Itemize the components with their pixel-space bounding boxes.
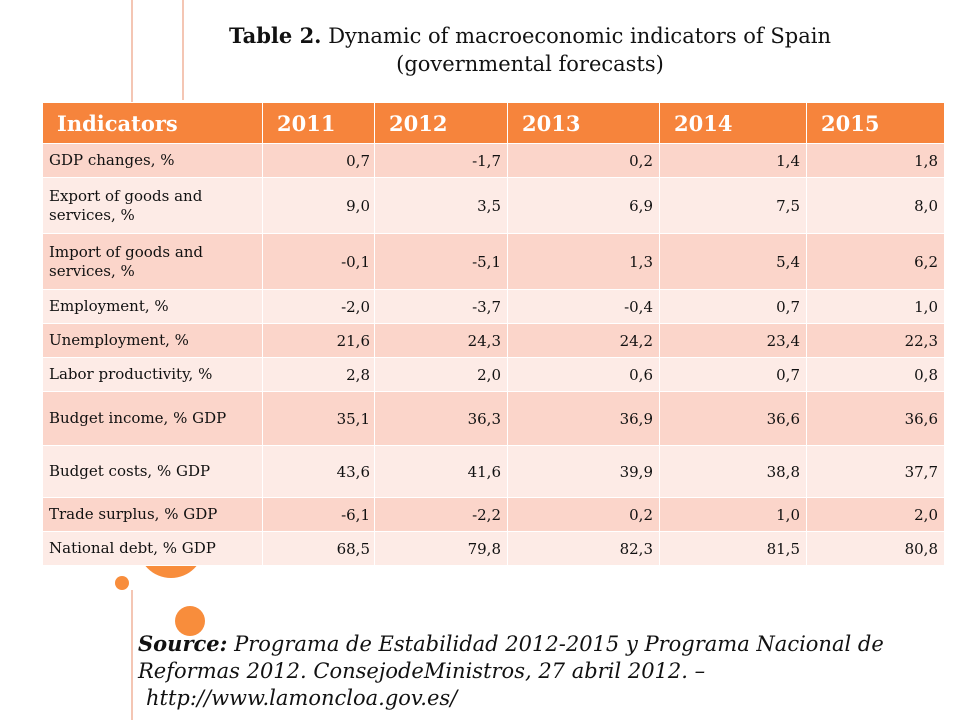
value-cell-2011: 68,5 [262,531,375,566]
indicator-name-cell: Export of goods and services, % [42,177,263,234]
value-cell-2014: 1,4 [659,143,807,178]
value-cell-2011: 21,6 [262,323,375,358]
table-row: Labor productivity, % 2,8 2,0 0,6 0,7 0,8 [42,357,945,392]
table-row: National debt, % GDP 68,5 79,8 82,3 81,5 80,8 [42,531,945,566]
value-cell-2013: 0,6 [507,357,660,392]
value-cell-2012: 41,6 [374,445,508,498]
value-cell-2013: 0,2 [507,143,660,178]
indicator-name-cell: National debt, % GDP [42,531,263,566]
value-cell-2014: 23,4 [659,323,807,358]
value-cell-2014: 5,4 [659,233,807,290]
source-url[interactable]: http://www.lamoncloa.gov.es/ [146,686,458,710]
decorative-line-left [131,0,133,200]
decorative-line-right [182,0,184,100]
table-row: Budget costs, % GDP 43,6 41,6 39,9 38,8 37,7 [42,445,945,498]
value-cell-2011: -0,1 [262,233,375,290]
value-cell-2013: 82,3 [507,531,660,566]
value-cell-2013: 1,3 [507,233,660,290]
header-2013: 2013 [507,102,660,144]
table-header-row: Indicators 2011 2012 2013 2014 2015 [42,102,945,144]
value-cell-2013: -0,4 [507,289,660,324]
value-cell-2015: 36,6 [806,391,945,446]
value-cell-2011: 35,1 [262,391,375,446]
value-cell-2012: 3,5 [374,177,508,234]
header-2012: 2012 [374,102,508,144]
value-cell-2012: -5,1 [374,233,508,290]
table-row: Export of goods and services, % 9,0 3,5 6,9… [42,177,945,234]
indicators-table: Indicators 2011 2012 2013 2014 2015 GDP … [42,102,945,566]
header-indicators: Indicators [42,102,263,144]
indicator-name-cell: Labor productivity, % [42,357,263,392]
value-cell-2013: 6,9 [507,177,660,234]
value-cell-2014: 81,5 [659,531,807,566]
source-label: Source: [138,631,228,656]
table-title-text: Dynamic of macroeconomic indicators of S… [328,24,831,76]
indicator-name-cell: Unemployment, % [42,323,263,358]
indicator-name-cell: GDP changes, % [42,143,263,178]
header-2015: 2015 [806,102,945,144]
decorative-circle-small [115,576,129,590]
value-cell-2015: 22,3 [806,323,945,358]
value-cell-2015: 1,8 [806,143,945,178]
value-cell-2011: -6,1 [262,497,375,532]
value-cell-2012: 36,3 [374,391,508,446]
value-cell-2014: 7,5 [659,177,807,234]
table-title: Table 2. Dynamic of macroeconomic indica… [150,22,910,78]
source-text: Programa de Estabilidad 2012-2015 y Prog… [138,632,884,683]
value-cell-2014: 0,7 [659,289,807,324]
value-cell-2015: 80,8 [806,531,945,566]
decorative-circle-medium [175,606,205,636]
value-cell-2011: 9,0 [262,177,375,234]
value-cell-2014: 0,7 [659,357,807,392]
indicator-name-cell: Employment, % [42,289,263,324]
value-cell-2012: 79,8 [374,531,508,566]
value-cell-2013: 0,2 [507,497,660,532]
source-note: Source: Programa de Estabilidad 2012-201… [138,630,938,712]
table-row: GDP changes, % 0,7 -1,7 0,2 1,4 1,8 [42,143,945,178]
indicator-name-cell: Import of goods and services, % [42,233,263,290]
value-cell-2014: 1,0 [659,497,807,532]
indicator-name-cell: Budget costs, % GDP [42,445,263,498]
value-cell-2014: 36,6 [659,391,807,446]
table-title-label: Table 2. [229,23,322,48]
value-cell-2012: -2,2 [374,497,508,532]
value-cell-2012: 2,0 [374,357,508,392]
table-row: Employment, % -2,0 -3,7 -0,4 0,7 1,0 [42,289,945,324]
header-2011: 2011 [262,102,375,144]
value-cell-2015: 0,8 [806,357,945,392]
value-cell-2013: 39,9 [507,445,660,498]
value-cell-2015: 8,0 [806,177,945,234]
table-row: Import of goods and services, % -0,1 -5,1 1… [42,233,945,290]
value-cell-2015: 2,0 [806,497,945,532]
value-cell-2015: 6,2 [806,233,945,290]
value-cell-2011: 0,7 [262,143,375,178]
table-row: Trade surplus, % GDP -6,1 -2,2 0,2 1,0 2,0 [42,497,945,532]
indicator-name-cell: Budget income, % GDP [42,391,263,446]
table-row: Budget income, % GDP 35,1 36,3 36,9 36,6 36,6 [42,391,945,446]
indicator-name-cell: Trade surplus, % GDP [42,497,263,532]
value-cell-2012: -1,7 [374,143,508,178]
value-cell-2011: 2,8 [262,357,375,392]
value-cell-2013: 36,9 [507,391,660,446]
value-cell-2012: 24,3 [374,323,508,358]
value-cell-2015: 37,7 [806,445,945,498]
value-cell-2012: -3,7 [374,289,508,324]
value-cell-2014: 38,8 [659,445,807,498]
value-cell-2015: 1,0 [806,289,945,324]
value-cell-2011: -2,0 [262,289,375,324]
table-row: Unemployment, % 21,6 24,3 24,2 23,4 22,3 [42,323,945,358]
header-2014: 2014 [659,102,807,144]
value-cell-2011: 43,6 [262,445,375,498]
value-cell-2013: 24,2 [507,323,660,358]
decorative-line-left [131,590,133,720]
